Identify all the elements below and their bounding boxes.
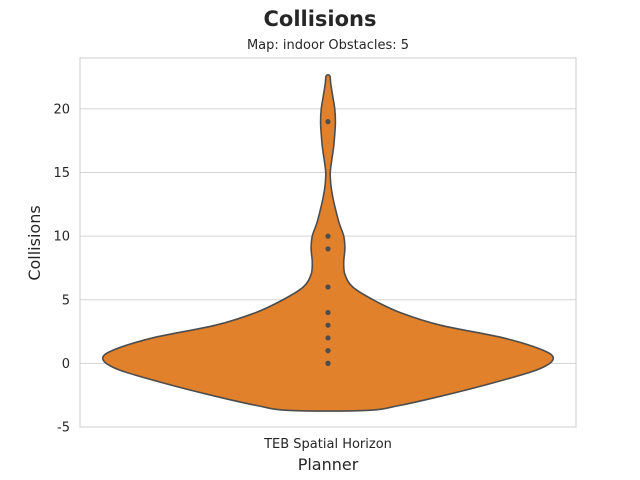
data-point: [325, 322, 331, 328]
y-axis-label: Collisions: [25, 205, 44, 280]
plot-area: [101, 74, 555, 412]
y-tick-label: 5: [62, 293, 70, 308]
x-axis-label: Planner: [298, 455, 359, 474]
chart-title: Collisions: [263, 7, 376, 31]
y-tick-label: 10: [53, 230, 70, 245]
data-point: [325, 233, 331, 239]
data-point: [325, 309, 331, 316]
y-tick-label: -5: [57, 421, 70, 436]
y-tick-label: 0: [62, 357, 70, 372]
y-tick-label: 15: [53, 166, 70, 181]
data-point: [325, 119, 331, 125]
y-tick-labels: -5 0 5 10 15 20: [53, 102, 70, 435]
data-point: [325, 284, 331, 290]
data-point: [325, 335, 331, 341]
y-tick-label: 20: [53, 102, 70, 117]
data-point: [325, 348, 331, 354]
violin-body: [101, 74, 555, 412]
data-point: [325, 246, 331, 252]
data-point: [325, 360, 331, 366]
plot-frame: [79, 57, 577, 428]
x-tick-label: TEB Spatial Horizon: [263, 437, 392, 452]
chart-subtitle: Map: indoor Obstacles: 5: [247, 38, 409, 53]
x-tick-labels: TEB Spatial Horizon: [263, 437, 392, 452]
